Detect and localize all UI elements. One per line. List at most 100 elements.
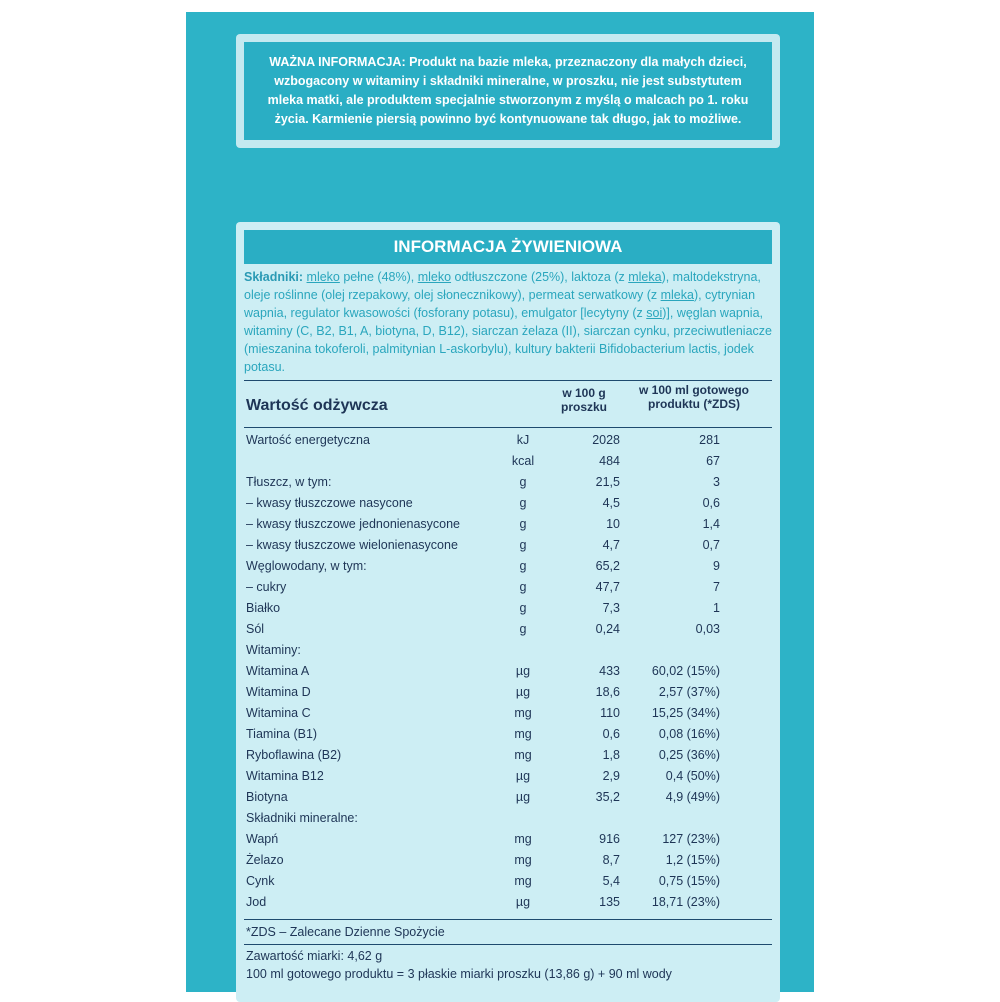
unit: mg (514, 853, 532, 867)
unit: mg (514, 748, 532, 762)
unit: mg (514, 727, 532, 741)
nutrient: Jod (246, 895, 267, 909)
value-100ml: 0,6 (702, 496, 720, 510)
table-row: Witamina C mg 110 15,25 (34%) (246, 703, 770, 724)
value-100ml: 127 (23%) (662, 832, 720, 846)
value-100g: 4,7 (602, 538, 620, 552)
table-row: Biotyna µg 35,2 4,9 (49%) (246, 787, 770, 808)
nutrient: Wapń (246, 832, 279, 846)
value-100g: 916 (599, 832, 620, 846)
table-row: Cynk mg 5,4 0,75 (15%) (246, 871, 770, 892)
unit: g (519, 517, 527, 531)
value-100g: 21,5 (595, 475, 620, 489)
ingredient-text: odtłuszczone (25%), laktoza (z (451, 270, 629, 284)
table-row: Wartość energetyczna kJ 2028 281 (246, 430, 770, 451)
scoop-content: Zawartość miarki: 4,62 g (246, 949, 383, 963)
divider (244, 919, 772, 920)
preparation: 100 ml gotowego produktu = 3 płaskie mia… (246, 967, 672, 981)
nutrition-title: INFORMACJA ŻYWIENIOWA (244, 230, 772, 264)
value-100g: 2,9 (602, 769, 620, 783)
table-row: Białko g 7,3 1 (246, 598, 770, 619)
table-row: Tłuszcz, w tym: g 21,5 3 (246, 472, 770, 493)
column-100ml: w 100 ml gotowego produktu (*ZDS) (638, 383, 749, 411)
divider (244, 380, 772, 381)
unit: mg (514, 874, 532, 888)
nutrient: Biotyna (246, 790, 288, 804)
value-100g: 484 (599, 454, 620, 468)
table-row: – kwasy tłuszczowe wielonienasycone g 4,7 0… (246, 535, 770, 556)
table-row: Składniki mineralne: (246, 808, 770, 829)
value-100ml: 0,25 (36%) (658, 748, 720, 762)
value-100ml: 1,4 (702, 517, 720, 531)
table-row: Ryboflawina (B2) mg 1,8 0,25 (36%) (246, 745, 770, 766)
value-100g: 5,4 (602, 874, 620, 888)
nutrient: Witamina A (246, 664, 310, 678)
table-row: kcal 484 67 (246, 451, 770, 472)
value-100ml: 0,4 (50%) (665, 769, 720, 783)
nutrient: Wartość energetyczna (246, 433, 370, 447)
value-100g: 7,3 (602, 601, 620, 615)
ingredient-text: ), cytrynian wapnia, regulator kwasowośc… (244, 288, 756, 320)
value-100g: 4,5 (602, 496, 620, 510)
value-100ml: 0,75 (15%) (658, 874, 720, 888)
value-100g: 1,8 (602, 748, 620, 762)
nutrient: – kwasy tłuszczowe nasycone (246, 496, 413, 510)
value-100g: 433 (599, 664, 620, 678)
unit: g (519, 538, 527, 552)
ingredients: Składniki: mleko pełne (48%), mleko odtł… (244, 268, 772, 376)
allergen: mleka (660, 288, 694, 302)
unit: µg (515, 895, 531, 909)
value-100g: 47,7 (595, 580, 620, 594)
column-100g: w 100 g proszku (560, 386, 607, 414)
value-100g: 0,24 (595, 622, 620, 636)
value-100g: 65,2 (595, 559, 620, 573)
divider (244, 427, 772, 428)
nutrition-box: INFORMACJA ŻYWIENIOWA Składniki: mleko p… (236, 222, 780, 1002)
unit: µg (515, 769, 531, 783)
value-100g: 0,6 (602, 727, 620, 741)
value-100g: 110 (600, 706, 620, 720)
value-100g: 18,6 (595, 685, 620, 699)
value-100ml: 281 (699, 433, 720, 447)
table-row: Tiamina (B1) mg 0,6 0,08 (16%) (246, 724, 770, 745)
unit: µg (515, 685, 531, 699)
allergen: mleka (628, 270, 662, 284)
value-100ml: 60,02 (15%) (651, 664, 720, 678)
value-100ml: 15,25 (34%) (651, 706, 720, 720)
table-row: – cukry g 47,7 7 (246, 577, 770, 598)
ingredients-text: mleko pełne (48%), mleko odtłuszczone (2… (244, 270, 772, 374)
allergen: mleko (306, 270, 340, 284)
ingredient-text: pełne (48%), (339, 270, 418, 284)
table-row: Witaminy: (246, 640, 770, 661)
nutrient: Tiamina (B1) (246, 727, 318, 741)
nutrient: – kwasy tłuszczowe jednonienasycone (246, 517, 461, 531)
value-100ml: 3 (713, 475, 720, 489)
value-100ml: 0,08 (16%) (658, 727, 720, 741)
value-100g: 135 (599, 895, 620, 909)
unit: g (519, 601, 527, 615)
value-100g: 35,2 (595, 790, 620, 804)
table-row: Żelazo mg 8,7 1,2 (15%) (246, 850, 770, 871)
unit: µg (515, 664, 531, 678)
nutrient: Żelazo (246, 853, 284, 867)
value-100ml: 4,9 (49%) (665, 790, 720, 804)
ingredient-text: ), maltodekstryna, oleje roślinne (olej … (244, 270, 761, 302)
unit: g (519, 475, 527, 489)
value-100ml: 1,2 (15%) (665, 853, 720, 867)
value-100ml: 67 (706, 454, 720, 468)
value-100ml: 7 (713, 580, 720, 594)
table-row: Witamina B12 µg 2,9 0,4 (50%) (246, 766, 770, 787)
ingredient-text: )], węglan wapnia, witaminy (C, B2, B1, … (244, 306, 772, 374)
unit: g (519, 496, 527, 510)
unit: µg (515, 790, 531, 804)
nutrient: – cukry (246, 580, 287, 594)
table-row: Sól g 0,24 0,03 (246, 619, 770, 640)
ingredients-label: Składniki: (244, 270, 304, 284)
table-row: Wapń mg 916 127 (23%) (246, 829, 770, 850)
value-100ml: 0,7 (702, 538, 720, 552)
nutrient: Witamina B12 (246, 769, 324, 783)
value-100ml: 1 (713, 601, 720, 615)
value-100g: 10 (606, 517, 620, 531)
table-row: Witamina D µg 18,6 2,57 (37%) (246, 682, 770, 703)
nutrient: Sól (246, 622, 265, 636)
